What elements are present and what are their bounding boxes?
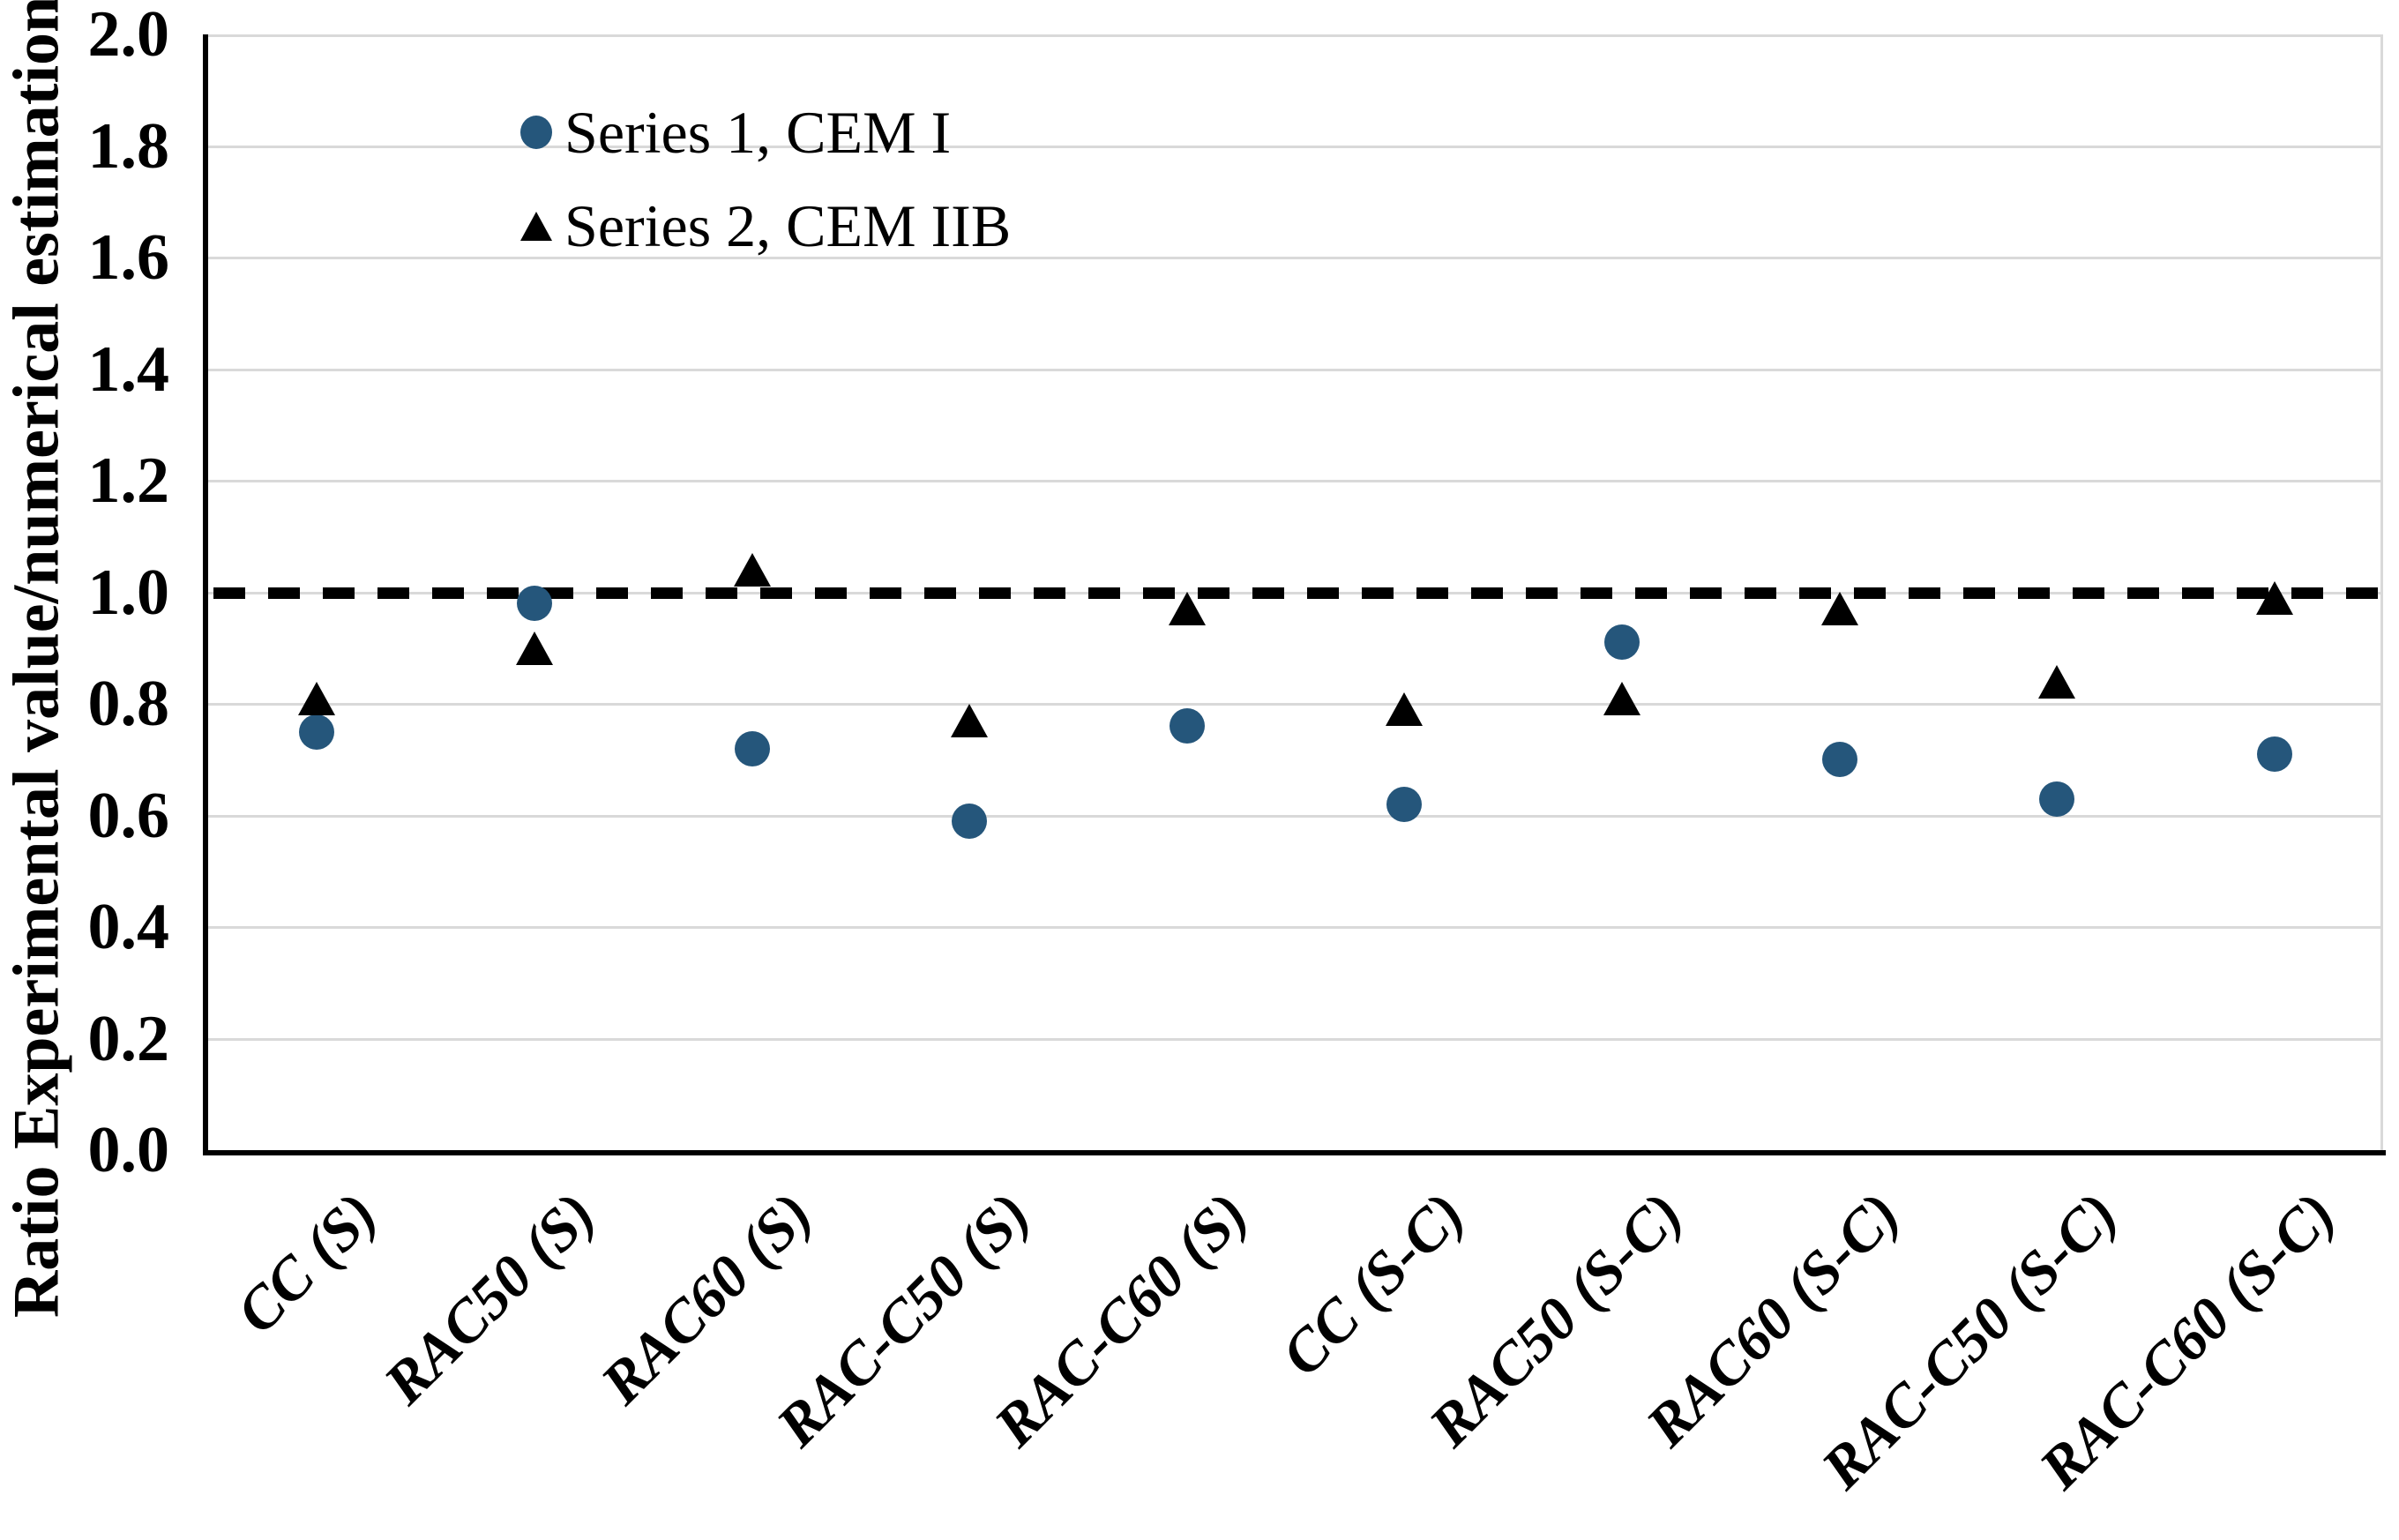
plot-area: Series 1, CEM I Series 2, CEM IIB [203, 34, 2386, 1155]
data-point-triangle-7 [1820, 592, 1858, 626]
data-point-triangle-8 [2038, 664, 2076, 699]
y-tick-label-2.0: 2.0 [87, 0, 170, 71]
circle-marker-icon [520, 116, 552, 149]
x-category-label-3: RAC60 (S) [587, 1179, 826, 1417]
data-point-circle-5 [1386, 786, 1423, 822]
triangle-marker-icon [520, 211, 552, 241]
gridline-1.8 [208, 146, 2383, 148]
legend: Series 1, CEM I Series 2, CEM IIB [520, 96, 1011, 262]
x-category-label-6: CC (S-C) [1268, 1179, 1478, 1389]
gridline-0.2 [208, 1038, 2383, 1041]
y-tick-label-0.6: 0.6 [87, 779, 170, 852]
data-point-triangle-0 [298, 681, 336, 715]
y-tick-label-0.4: 0.4 [87, 891, 170, 963]
y-axis-line [203, 34, 208, 1155]
y-tick-label-1.2: 1.2 [87, 445, 170, 517]
data-point-triangle-3 [951, 703, 989, 737]
data-point-triangle-1 [515, 631, 553, 665]
data-point-circle-2 [734, 730, 770, 766]
data-point-triangle-2 [733, 553, 771, 587]
y-tick-label-1.8: 1.8 [87, 109, 170, 183]
data-point-triangle-9 [2255, 580, 2293, 615]
y-tick-label-1.4: 1.4 [87, 333, 170, 406]
data-point-triangle-5 [1386, 692, 1424, 727]
data-point-triangle-4 [1168, 592, 1206, 626]
x-category-label-1: CC (S) [223, 1179, 391, 1346]
legend-label: Series 1, CEM I [564, 99, 952, 166]
gridline-2.0 [208, 34, 2383, 37]
legend-item-2: Series 2, CEM IIB [520, 190, 1011, 262]
data-point-circle-4 [1169, 708, 1205, 744]
data-point-circle-3 [952, 803, 988, 839]
y-tick-label-1.6: 1.6 [87, 221, 170, 294]
y-tick-label-1.0: 1.0 [87, 556, 170, 629]
x-category-label-2: RAC50 (S) [370, 1179, 608, 1417]
y-tick-label-0.0: 0.0 [87, 1114, 170, 1186]
gridline-0.6 [208, 815, 2383, 818]
legend-label: Series 2, CEM IIB [564, 192, 1012, 259]
gridline-0.4 [208, 926, 2383, 929]
gridline-0.8 [208, 703, 2383, 706]
x-axis-line [203, 1150, 2386, 1155]
data-point-circle-1 [516, 586, 552, 622]
gridline-1.4 [208, 369, 2383, 371]
data-point-circle-0 [299, 714, 335, 750]
data-point-circle-9 [2256, 736, 2292, 772]
data-point-circle-7 [1821, 742, 1857, 778]
data-point-circle-8 [2039, 781, 2075, 817]
data-point-circle-6 [1603, 624, 1640, 661]
gridline-1.6 [208, 257, 2383, 259]
legend-item-1: Series 1, CEM I [520, 96, 1011, 168]
data-point-triangle-6 [1603, 681, 1640, 715]
gridline-1.2 [208, 480, 2383, 482]
y-tick-label-0.8: 0.8 [87, 668, 170, 740]
y-tick-label-0.2: 0.2 [87, 1002, 170, 1075]
